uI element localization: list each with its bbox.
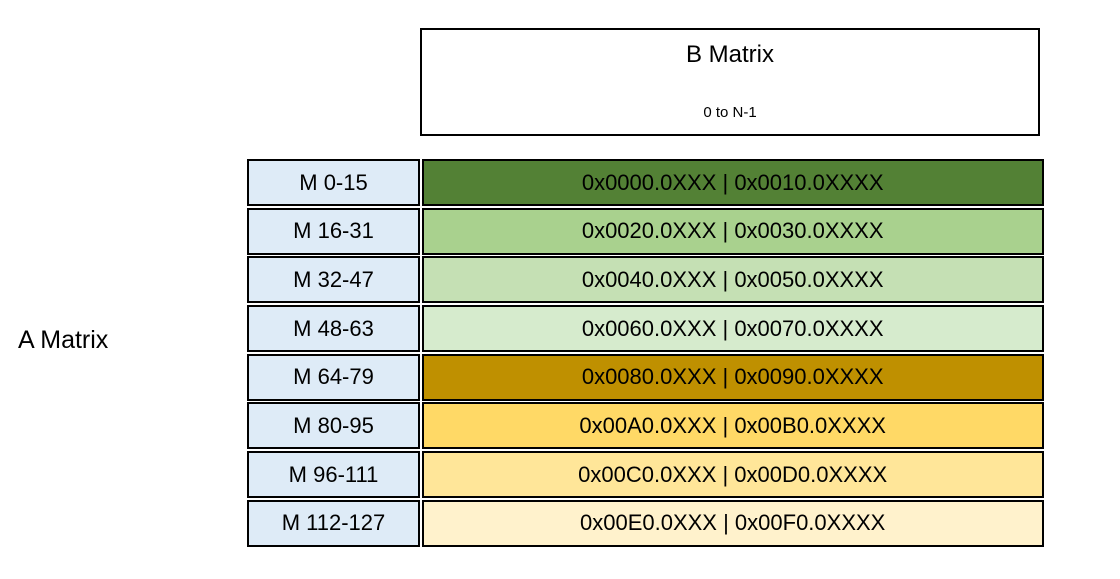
a-matrix-table: M 0-15 0x0000.0XXX | 0x0010.0XXXX M 16-3… [247, 159, 1044, 547]
row-range-label: M 80-95 [247, 402, 420, 450]
table-row: M 96-111 0x00C0.0XXX | 0x00D0.0XXXX [247, 451, 1044, 499]
row-address-value: 0x0080.0XXX | 0x0090.0XXXX [421, 353, 1044, 401]
table-row: M 64-79 0x0080.0XXX | 0x0090.0XXXX [247, 353, 1044, 401]
row-range-label: M 32-47 [247, 256, 420, 304]
row-range-label: M 64-79 [247, 353, 420, 401]
row-address-value: 0x00A0.0XXX | 0x00B0.0XXXX [421, 402, 1044, 450]
row-range-label: M 112-127 [247, 499, 420, 547]
row-range-label: M 0-15 [247, 159, 420, 206]
table-row: M 80-95 0x00A0.0XXX | 0x00B0.0XXXX [247, 402, 1044, 450]
row-address-value: 0x0060.0XXX | 0x0070.0XXXX [421, 305, 1044, 353]
row-range-label: M 16-31 [247, 207, 420, 255]
table-row: M 0-15 0x0000.0XXX | 0x0010.0XXXX [247, 159, 1044, 206]
a-matrix-label: A Matrix [18, 326, 109, 354]
row-address-value: 0x00E0.0XXX | 0x00F0.0XXXX [421, 499, 1044, 547]
table-row: M 112-127 0x00E0.0XXX | 0x00F0.0XXXX [247, 499, 1044, 547]
row-address-value: 0x0020.0XXX | 0x0030.0XXXX [421, 207, 1044, 255]
row-address-value: 0x0000.0XXX | 0x0010.0XXXX [421, 159, 1044, 206]
row-address-value: 0x00C0.0XXX | 0x00D0.0XXXX [421, 451, 1044, 499]
b-matrix-box: B Matrix 0 to N-1 [420, 28, 1040, 136]
row-range-label: M 96-111 [247, 451, 420, 499]
table-row: M 48-63 0x0060.0XXX | 0x0070.0XXXX [247, 305, 1044, 353]
row-address-value: 0x0040.0XXX | 0x0050.0XXXX [421, 256, 1044, 304]
row-range-label: M 48-63 [247, 305, 420, 353]
table-row: M 32-47 0x0040.0XXX | 0x0050.0XXXX [247, 256, 1044, 304]
b-matrix-title: B Matrix [685, 41, 774, 68]
table-row: M 16-31 0x0020.0XXX | 0x0030.0XXXX [247, 207, 1044, 255]
b-matrix-range-label: 0 to N-1 [703, 103, 757, 121]
